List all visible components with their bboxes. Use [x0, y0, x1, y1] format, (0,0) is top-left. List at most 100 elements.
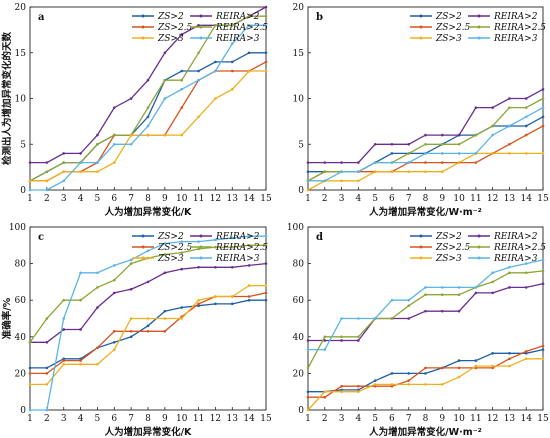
data-point — [62, 179, 66, 183]
x-tick-label: 7 — [406, 194, 412, 204]
data-point — [112, 291, 116, 295]
data-point — [163, 51, 167, 55]
data-point — [197, 24, 200, 27]
x-tick-label: 11 — [470, 414, 481, 424]
data-point — [146, 330, 150, 333]
y-tick-label: 0 — [20, 186, 26, 196]
legend-swatch-marker — [419, 234, 423, 238]
data-point — [407, 152, 411, 155]
x-tick-label: 6 — [111, 194, 117, 204]
data-point — [424, 286, 427, 289]
data-point — [508, 106, 511, 109]
data-point — [163, 253, 167, 256]
data-point — [163, 97, 167, 100]
data-point — [407, 379, 411, 383]
panel-label: c — [38, 232, 44, 243]
x-tick-label: 14 — [520, 194, 532, 204]
data-point — [112, 161, 116, 164]
data-point — [424, 366, 427, 370]
data-point — [541, 269, 545, 273]
x-tick-label: 10 — [176, 414, 188, 424]
x-tick-label: 10 — [176, 194, 188, 204]
legend-label: REIRA>2 — [215, 232, 260, 242]
data-point — [357, 170, 360, 173]
data-point — [474, 286, 478, 289]
legend-swatch-marker — [141, 14, 145, 18]
data-point — [357, 317, 360, 320]
legend-label: REIRA>2.5 — [215, 23, 268, 33]
data-point — [180, 106, 184, 109]
data-point — [264, 234, 268, 238]
legend-swatch-marker — [141, 256, 145, 260]
data-point — [146, 133, 150, 137]
data-point — [62, 359, 66, 362]
data-point — [524, 133, 528, 137]
data-point — [508, 286, 511, 289]
data-point — [524, 152, 528, 155]
data-point — [96, 142, 99, 146]
data-point — [440, 286, 444, 289]
data-point — [323, 395, 327, 399]
data-point — [340, 179, 343, 183]
data-point — [45, 317, 49, 320]
data-point — [440, 142, 444, 146]
data-point — [79, 170, 82, 173]
data-point — [340, 388, 343, 392]
data-point — [197, 69, 200, 73]
legend-swatch-marker — [477, 245, 481, 249]
x-tick-label: 9 — [162, 194, 168, 204]
x-tick-label: 3 — [61, 414, 67, 424]
x-tick-label: 5 — [372, 414, 378, 424]
data-point — [508, 351, 511, 355]
series-REIRA2 — [28, 262, 268, 344]
data-point — [79, 359, 82, 362]
data-point — [390, 152, 394, 155]
data-point — [163, 133, 167, 137]
data-point — [45, 340, 49, 344]
data-point — [129, 287, 133, 291]
y-tick-label: 40 — [293, 333, 305, 343]
data-point — [491, 106, 494, 109]
legend-swatch-marker — [199, 245, 203, 249]
data-point — [264, 291, 268, 295]
legend-label: REIRA>2.5 — [493, 243, 546, 253]
legend-label: ZS>3 — [157, 254, 184, 264]
legend: ZS>2 REIRA>2 ZS>2.5 REIRA>2.5 ZS>3 REIRA>3 — [132, 232, 268, 264]
x-tick-label: 13 — [227, 414, 239, 424]
data-point — [508, 265, 511, 269]
data-point — [306, 366, 310, 370]
data-point — [247, 244, 251, 247]
data-point — [96, 170, 99, 173]
legend-swatch-marker — [419, 245, 423, 249]
legend-swatch-marker — [141, 36, 145, 40]
panel-label: d — [316, 232, 323, 243]
data-point — [163, 317, 167, 320]
data-point — [508, 357, 511, 361]
data-point — [180, 69, 184, 73]
data-point — [440, 293, 444, 297]
data-point — [197, 302, 200, 306]
data-point — [62, 298, 66, 302]
data-point — [407, 298, 411, 302]
y-tick-label: 0 — [298, 406, 304, 416]
data-point — [474, 291, 478, 295]
data-point — [247, 14, 251, 18]
data-point — [357, 384, 360, 388]
data-point — [457, 133, 461, 137]
data-point — [440, 161, 444, 164]
data-point — [146, 249, 150, 253]
data-point — [407, 304, 411, 307]
data-point — [424, 161, 427, 164]
legend-label: ZS>2 — [157, 12, 184, 22]
y-tick-label: 0 — [298, 186, 304, 196]
data-point — [79, 298, 82, 302]
legend-label: ZS>2 — [435, 232, 462, 242]
x-tick-label: 1 — [27, 194, 33, 204]
data-point — [129, 258, 133, 262]
legend-label: REIRA>3 — [215, 34, 260, 44]
data-point — [390, 298, 394, 302]
data-point — [28, 372, 32, 375]
data-point — [390, 142, 394, 146]
y-tick-label: 5 — [20, 140, 26, 150]
x-tick-label: 8 — [145, 194, 151, 204]
